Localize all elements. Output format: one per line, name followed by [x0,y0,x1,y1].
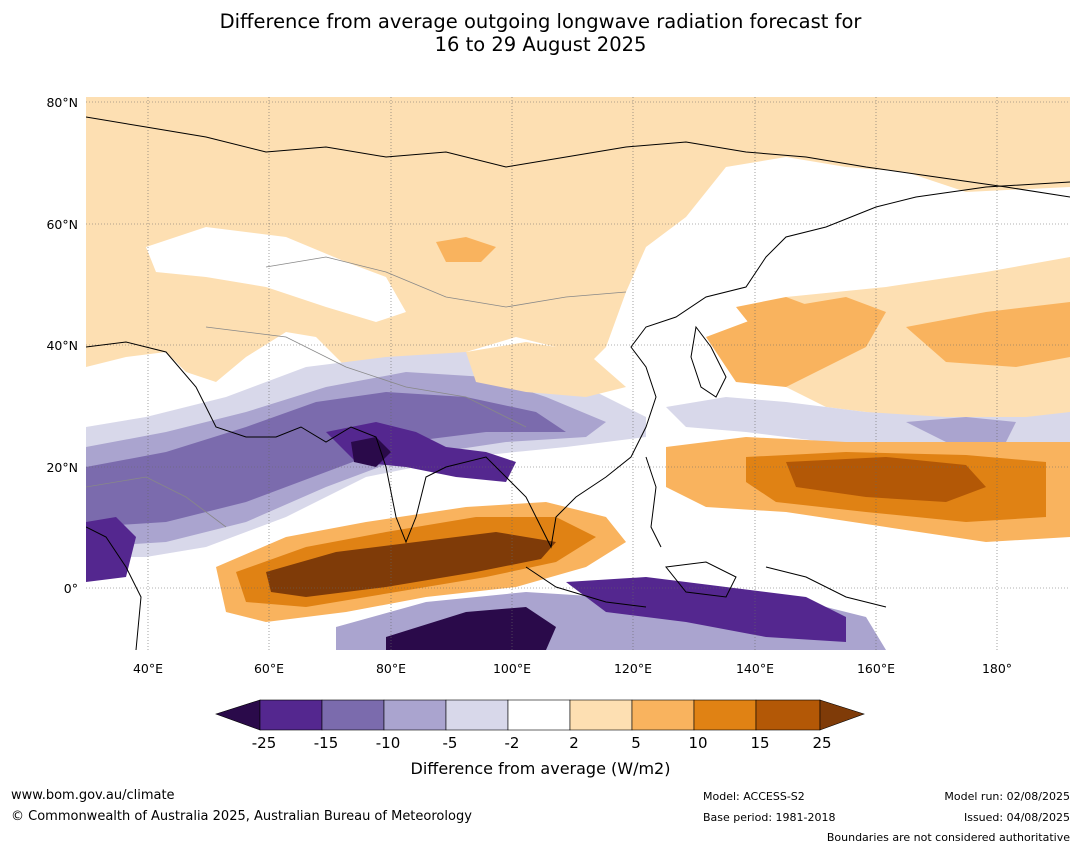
map-area [86,97,1070,650]
lon-label-120e: 120°E [613,661,652,676]
lon-label-180: 180° [981,661,1013,676]
colorbar-segment-0 [215,699,261,731]
lon-label-40e: 40°E [132,661,164,676]
anomaly-region-japan-orange [736,297,826,332]
model-text: Model: ACCESS-S2 [703,790,805,803]
title-line-1: Difference from average outgoing longwav… [219,10,862,33]
model-run-text: Model run: 02/08/2025 [944,790,1070,803]
website-link[interactable]: www.bom.gov.au/climate [11,788,175,803]
anomaly-region-eq-indian-ocean-brown [266,532,556,597]
colorbar-segment-2 [321,699,385,731]
colorbar-segment-6 [569,699,633,731]
colorbar-tick: 5 [631,734,641,752]
boundaries-disclaimer: Boundaries are not considered authoritat… [826,831,1070,844]
coastlines [86,116,1070,650]
country-boundaries [86,256,627,528]
colorbar-segment-9 [755,699,821,731]
base-period-text: Base period: 1981-2018 [703,811,836,824]
colorbar-tick: -25 [251,734,277,752]
colorbar-segment-10 [819,699,865,731]
lat-label-80n: 80°N [46,95,78,110]
lon-label-80e: 80°E [375,661,407,676]
lon-label-60e: 60°E [253,661,285,676]
lon-label-160e: 160°E [856,661,895,676]
anomaly-region-maritime-continent-purple [566,577,846,642]
lon-label-100e: 100°E [492,661,531,676]
colorbar-segment-7 [631,699,695,731]
colorbar-segment-3 [383,699,447,731]
lat-label-20n: 20°N [46,460,78,475]
lat-label-60n: 60°N [46,217,78,232]
colorbar-tick: 25 [812,734,832,752]
colorbar-tick: 2 [569,734,579,752]
colorbar-tick: -2 [504,734,520,752]
issued-text: Issued: 04/08/2025 [963,811,1070,824]
lat-label-0: 0° [63,581,78,596]
anomaly-region-north-white-gap [146,227,406,322]
colorbar-tick: 10 [688,734,708,752]
anomaly-region-wpac-purple [906,417,1016,442]
anomaly-region-pacific-orange [706,297,886,387]
anomaly-region-north-light-orange [86,97,1070,382]
colorbar-tick: -15 [313,734,339,752]
anomaly-region-cpac-brown [786,457,986,502]
graticule [86,97,1070,650]
map-title: Difference from average outgoing longwav… [0,10,1081,56]
anomaly-region-siberia-orange [436,237,496,262]
anomaly-region-pacific-orange-east [906,302,1070,367]
colorbar-tick: -10 [375,734,401,752]
colorbar-segment-4 [445,699,509,731]
colorbar-tick: -5 [442,734,458,752]
anomaly-region-china-light-orange [466,342,626,397]
anomaly-region-india-darkest-purple [351,437,391,467]
anomaly-region-east-white [666,207,906,347]
lon-label-140e: 140°E [735,661,774,676]
anomaly-region-bay-of-bengal-deep-purple [326,422,516,482]
anomaly-map [86,97,1070,650]
copyright-text: © Commonwealth of Australia 2025, Austra… [11,809,472,824]
colorbar-label: Difference from average (W/m2) [410,759,671,778]
colorbar-segment-8 [693,699,757,731]
title-line-2: 16 to 29 August 2025 [434,33,647,56]
lat-label-40n: 40°N [46,338,78,353]
anomaly-region-south-indian-darkest-purple [386,607,556,650]
colorbar-segment-5 [507,699,571,731]
colorbar-segment-1 [259,699,323,731]
colorbar [215,699,865,731]
colorbar-tick: 15 [750,734,770,752]
anomaly-region-south-asia-mid-purple [86,392,566,527]
